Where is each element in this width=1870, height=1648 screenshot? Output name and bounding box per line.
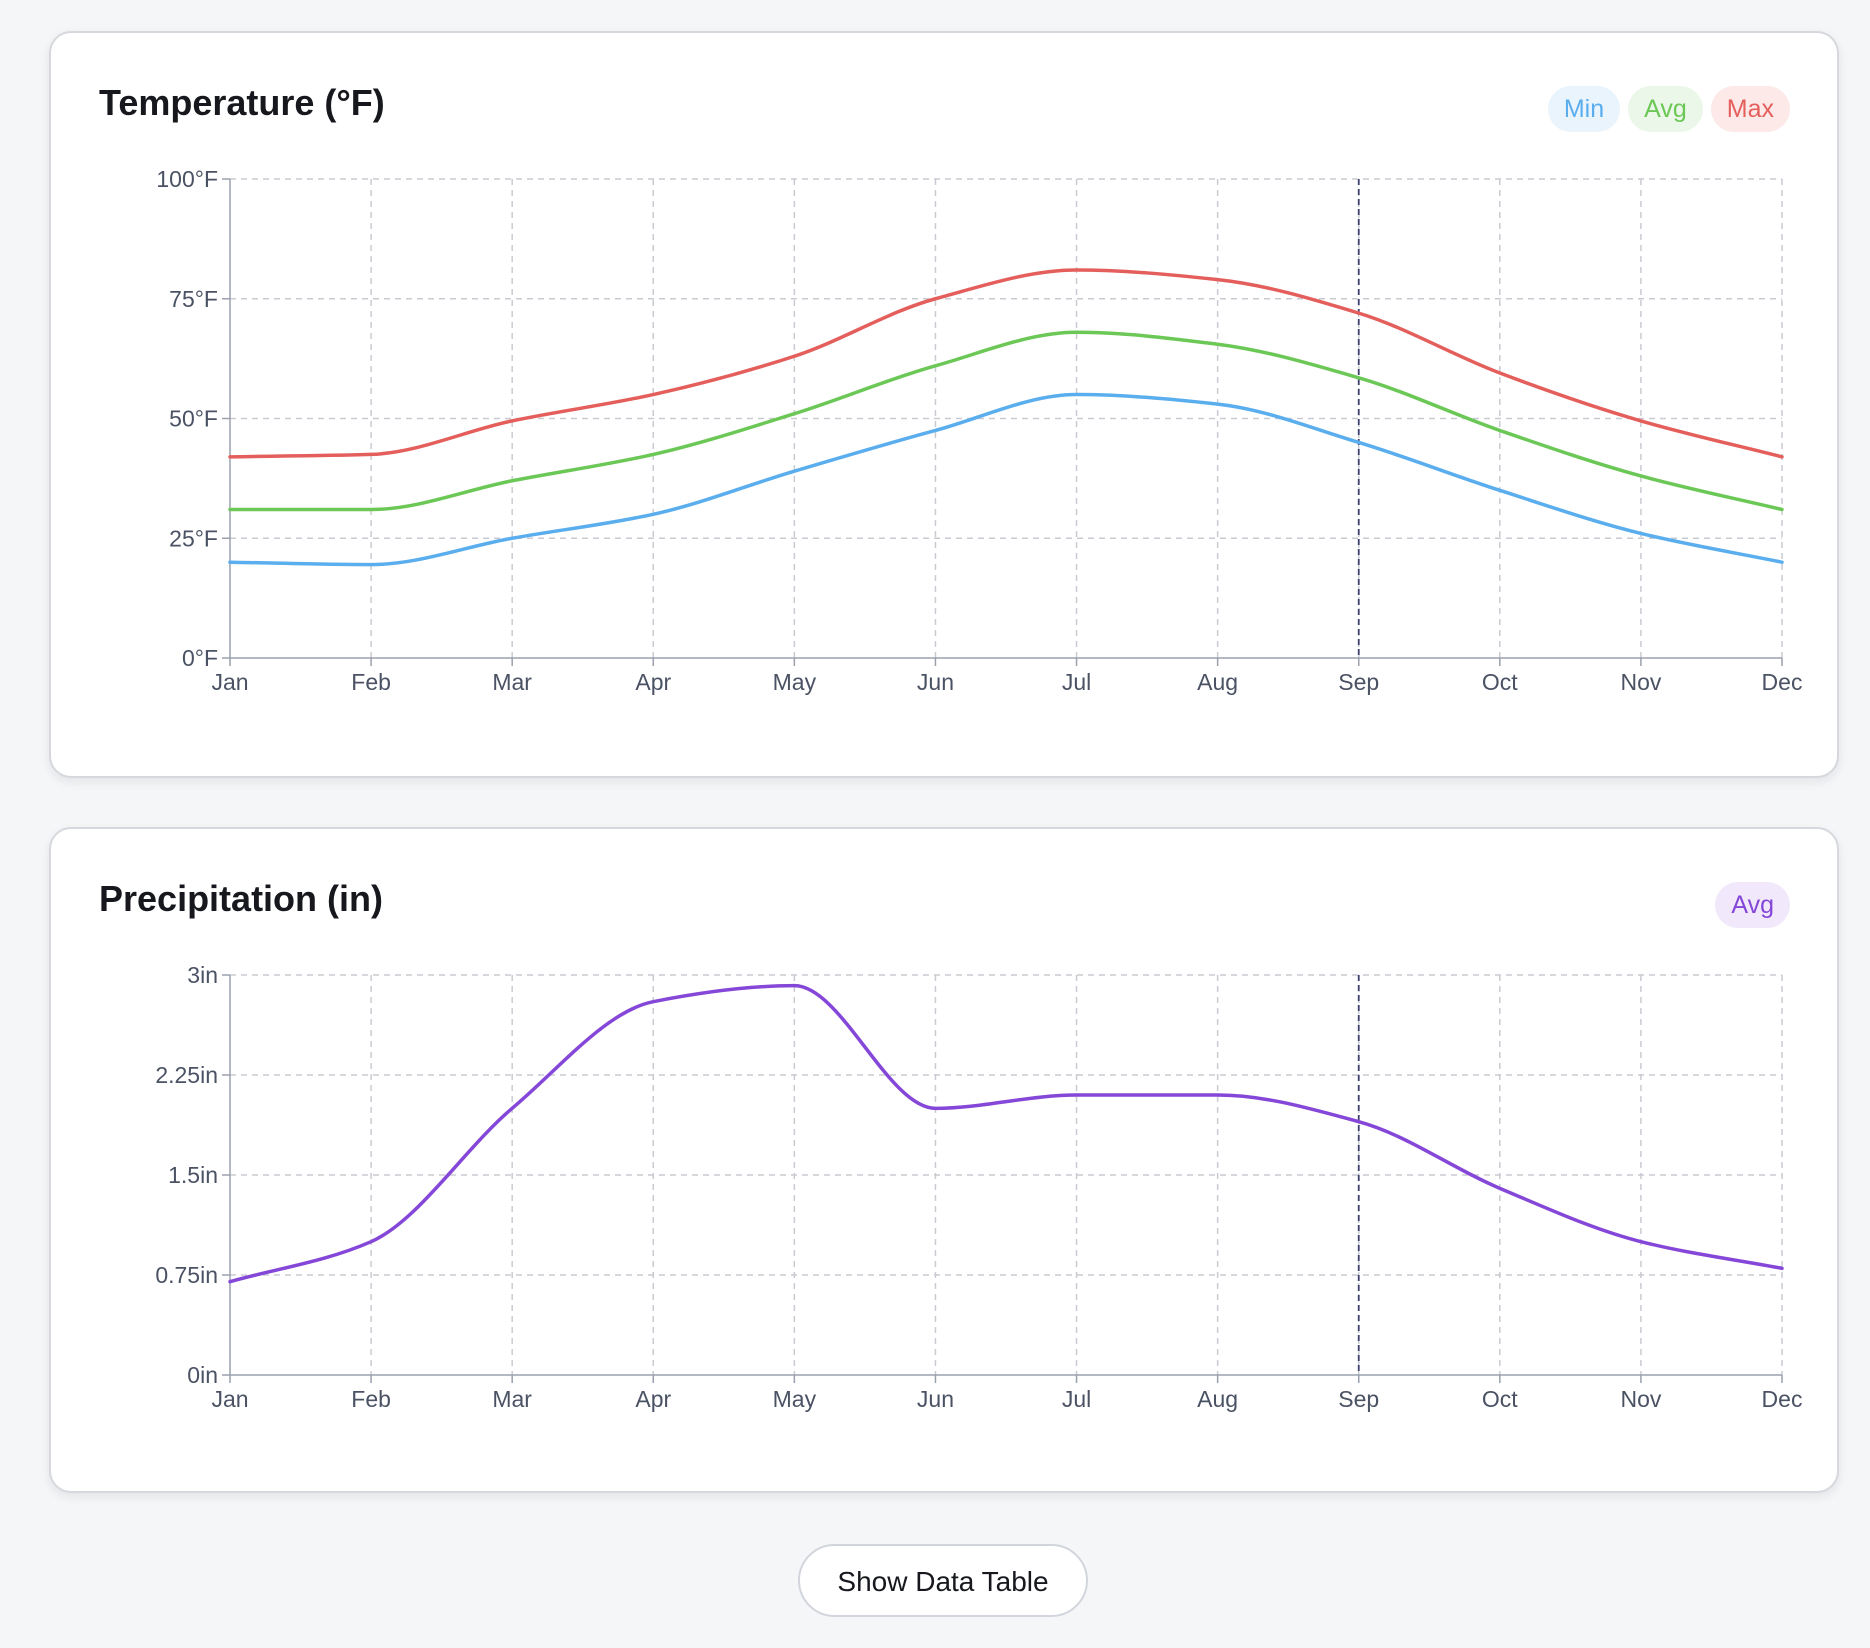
y-tick-label: 1.5in xyxy=(168,1162,218,1188)
series-line-precip xyxy=(228,983,1784,1284)
y-tick-label: 50°F xyxy=(169,406,218,432)
y-tick-label: 0.75in xyxy=(155,1262,218,1288)
precipitation-chart[interactable]: 0in 0.75in 1.5in 2.25in 3in Jan Feb Mar Apr May Ju… xyxy=(51,829,1841,1495)
x-tick-label: May xyxy=(773,669,817,695)
x-tick-label: Apr xyxy=(635,669,671,695)
x-tick-label: Mar xyxy=(492,669,532,695)
x-tick-label: Jan xyxy=(211,669,248,695)
y-tick-label: 2.25in xyxy=(155,1062,218,1088)
x-tick-label: Feb xyxy=(351,669,391,695)
x-tick-label: Apr xyxy=(635,1386,671,1412)
x-tick-label: Dec xyxy=(1762,669,1803,695)
temperature-card: Temperature (°F) Min Avg Max 0°F 25°F 50°F… xyxy=(49,31,1839,778)
legend-toggle-min[interactable]: Min xyxy=(1547,86,1621,132)
x-tick-label: Jun xyxy=(917,1386,954,1412)
series-line-avg xyxy=(228,330,1784,512)
x-tick-label: Sep xyxy=(1338,1386,1379,1412)
legend-toggle-max[interactable]: Max xyxy=(1710,86,1790,132)
temperature-chart[interactable]: 0°F 25°F 50°F 75°F 100°F Jan Feb Mar Apr May Jun Ju… xyxy=(51,33,1841,780)
y-tick-label: 0°F xyxy=(182,645,218,671)
y-tick-label: 100°F xyxy=(156,166,218,192)
show-data-table-button[interactable]: Show Data Table xyxy=(798,1544,1088,1617)
x-tick-label: May xyxy=(773,1386,817,1412)
precipitation-legend: Avg xyxy=(1715,882,1790,928)
precipitation-title: Precipitation (in) xyxy=(99,878,384,919)
y-tick-label: 0in xyxy=(187,1362,218,1388)
y-tick-label: 75°F xyxy=(169,286,218,312)
series-line-max xyxy=(228,268,1784,459)
x-tick-label: Sep xyxy=(1338,669,1379,695)
legend-toggle-precip-avg[interactable]: Avg xyxy=(1715,882,1790,928)
y-tick-label: 3in xyxy=(187,962,218,988)
x-tick-label: Feb xyxy=(351,1386,391,1412)
x-tick-label: Oct xyxy=(1482,1386,1518,1412)
x-tick-label: Jul xyxy=(1062,669,1091,695)
y-tick-label: 25°F xyxy=(169,525,218,551)
temperature-title: Temperature (°F) xyxy=(99,82,385,123)
x-tick-label: Oct xyxy=(1482,669,1518,695)
x-tick-label: Dec xyxy=(1762,1386,1803,1412)
x-tick-label: Nov xyxy=(1620,669,1661,695)
temperature-legend: Min Avg Max xyxy=(1547,86,1790,132)
x-tick-label: Jun xyxy=(917,669,954,695)
legend-toggle-avg[interactable]: Avg xyxy=(1628,86,1703,132)
x-tick-label: Jul xyxy=(1062,1386,1091,1412)
x-tick-label: Aug xyxy=(1197,1386,1238,1412)
x-tick-label: Nov xyxy=(1620,1386,1661,1412)
precipitation-card: Precipitation (in) Avg 0in 0.75in 1.5in 2.2… xyxy=(49,827,1839,1493)
series-line-min xyxy=(228,392,1784,567)
x-tick-label: Aug xyxy=(1197,669,1238,695)
x-tick-label: Mar xyxy=(492,1386,532,1412)
x-tick-label: Jan xyxy=(211,1386,248,1412)
